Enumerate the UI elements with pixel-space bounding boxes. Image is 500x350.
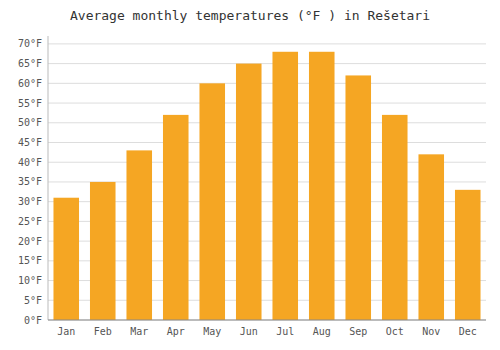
y-tick-label: 30°F	[18, 196, 42, 207]
y-tick-label: 50°F	[18, 117, 42, 128]
x-tick-label: Mar	[130, 326, 148, 337]
x-tick-label: Aug	[313, 326, 331, 337]
x-axis: Jan Feb Mar Apr May Jun Jul Aug Sep Oct Nov Dec	[57, 326, 477, 337]
x-tick-label: Oct	[386, 326, 404, 337]
x-tick-label: Jul	[276, 326, 294, 337]
bar	[236, 64, 262, 320]
x-tick-label: Sep	[349, 326, 367, 337]
chart: Average monthly temperatures (°F ) in Re…	[0, 0, 500, 350]
y-tick-label: 65°F	[18, 58, 42, 69]
x-tick-label: Jun	[240, 326, 258, 337]
y-tick-label: 55°F	[18, 98, 42, 109]
bar	[418, 154, 444, 320]
bar	[382, 115, 408, 320]
bar	[163, 115, 189, 320]
title: Average monthly temperatures (°F ) in Re…	[70, 8, 430, 23]
grid-line	[48, 83, 486, 84]
y-tick-label: 35°F	[18, 176, 42, 187]
bars	[53, 52, 480, 320]
x-axis-line	[48, 320, 486, 321]
y-tick-label: 25°F	[18, 216, 42, 227]
y-tick-label: 60°F	[18, 78, 42, 89]
grid-line	[48, 103, 486, 104]
bar	[272, 52, 298, 320]
bar	[90, 182, 116, 320]
x-tick-label: Dec	[459, 326, 477, 337]
y-tick-label: 40°F	[18, 157, 42, 168]
grid-line	[48, 122, 486, 123]
x-tick-label: Jan	[57, 326, 75, 337]
grid-line	[48, 320, 486, 321]
x-tick-label: Feb	[94, 326, 112, 337]
grid-line	[48, 43, 486, 44]
x-tick-label: Nov	[422, 326, 440, 337]
y-tick-label: 5°F	[24, 295, 42, 306]
y-tick-label: 20°F	[18, 236, 42, 247]
bar	[199, 83, 225, 320]
x-tick-label: May	[203, 326, 221, 337]
bar	[309, 52, 335, 320]
y-tick-label: 10°F	[18, 275, 42, 286]
y-axis-line	[48, 36, 49, 320]
y-tick-label: 15°F	[18, 255, 42, 266]
y-axis: 0°F 5°F 10°F 15°F 20°F 25°F 30°F 35°F 40°F 45°F 50…	[18, 38, 42, 325]
bar	[126, 150, 152, 320]
y-tick-label: 70°F	[18, 38, 42, 49]
x-tick-label: Apr	[167, 326, 185, 337]
grid-line	[48, 63, 486, 64]
bar	[455, 190, 481, 320]
y-tick-label: 0°F	[24, 315, 42, 326]
grid-line	[48, 142, 486, 143]
grid	[48, 44, 486, 320]
bar	[53, 198, 79, 320]
bar	[345, 75, 371, 320]
y-tick-label: 45°F	[18, 137, 42, 148]
page: {"chart_data": {"type": "bar", "title": …	[0, 0, 500, 350]
